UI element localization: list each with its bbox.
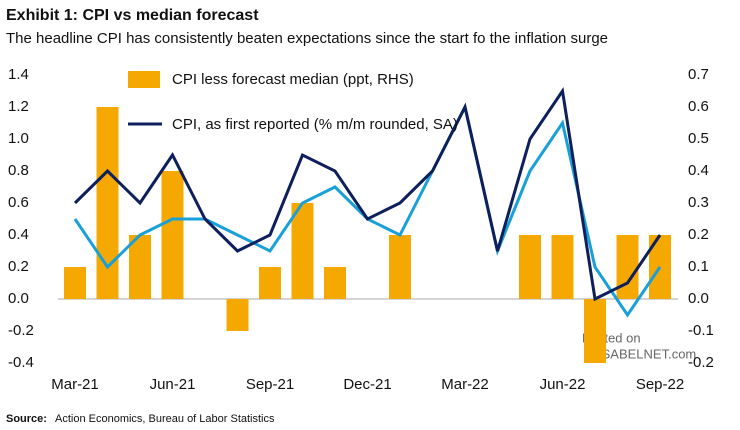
legend-label: CPI less forecast median (ppt, RHS) [172, 71, 414, 88]
bar [324, 267, 346, 299]
y2-tick-label: 0.2 [688, 226, 709, 243]
y2-tick-label: 0.0 [688, 290, 709, 307]
watermark: ISABELNET.com [598, 346, 696, 361]
bar [259, 267, 281, 299]
x-tick-label: Jun-21 [150, 376, 196, 393]
y2-tick-label: 0.6 [688, 98, 709, 115]
y-tick-label: 0.2 [8, 258, 29, 275]
y2-tick-label: -0.1 [688, 322, 714, 339]
y2-tick-label: 0.4 [688, 162, 709, 179]
chart-subtitle: The headline CPI has consistently beaten… [6, 30, 608, 47]
bar [226, 299, 249, 331]
y2-tick-label: 0.5 [688, 130, 709, 147]
bar [551, 235, 574, 299]
x-tick-label: Sep-22 [636, 376, 684, 393]
bar [129, 235, 151, 299]
y-tick-label: 0.6 [8, 194, 29, 211]
bar [96, 107, 119, 299]
bar [161, 171, 184, 299]
y2-tick-label: 0.7 [688, 66, 709, 83]
bar [519, 235, 541, 299]
x-tick-label: Jun-22 [540, 376, 586, 393]
y2-tick-label: 0.3 [688, 194, 709, 211]
legend-label: CPI, as first reported (% m/m rounded, S… [172, 116, 458, 133]
y-tick-label: 0.0 [8, 290, 29, 307]
legend-swatch [128, 71, 160, 88]
y2-tick-label: -0.2 [688, 354, 714, 371]
x-tick-label: Sep-21 [246, 376, 294, 393]
x-tick-label: Dec-21 [343, 376, 391, 393]
bar [64, 267, 86, 299]
x-tick-label: Mar-21 [51, 376, 99, 393]
y-tick-label: 1.0 [8, 130, 29, 147]
x-tick-label: Mar-22 [441, 376, 489, 393]
bar [389, 235, 411, 299]
y2-tick-label: 0.1 [688, 258, 709, 275]
bar [584, 299, 606, 363]
y-tick-label: 0.8 [8, 162, 29, 179]
y-tick-label: -0.2 [8, 322, 34, 339]
line [73, 87, 662, 302]
source-label: Source: [6, 413, 47, 425]
bar [291, 203, 314, 299]
bar [616, 235, 639, 299]
y-tick-label: 1.4 [8, 66, 29, 83]
source: Action Economics, Bureau of Labor Statis… [55, 413, 275, 425]
y-tick-label: 0.4 [8, 226, 29, 243]
y-tick-label: 1.2 [8, 98, 29, 115]
y-tick-label: -0.4 [8, 354, 34, 371]
chart-title: Exhibit 1: CPI vs median forecast [6, 7, 259, 24]
